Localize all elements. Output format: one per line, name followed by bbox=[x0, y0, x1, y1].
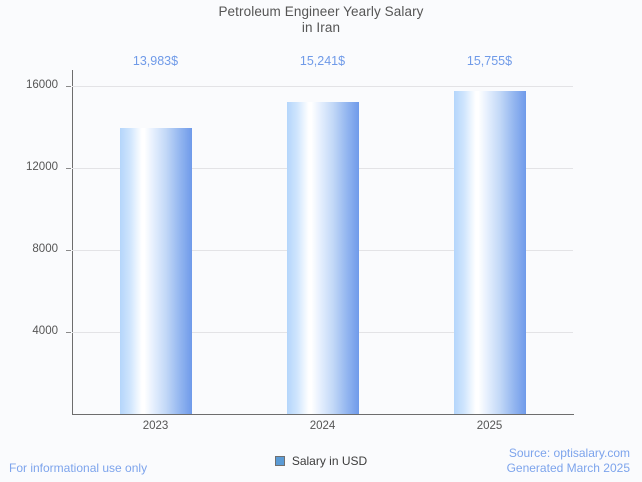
chart-title-line-2: in Iran bbox=[301, 20, 341, 35]
legend-item-label: Salary in USD bbox=[291, 454, 368, 468]
bar[interactable] bbox=[119, 127, 192, 414]
generated-text: Generated March 2025 bbox=[506, 461, 630, 475]
y-axis-tick bbox=[66, 86, 71, 88]
plot-area bbox=[66, 70, 573, 414]
y-axis-tick-label: 8000 bbox=[32, 243, 58, 256]
bar[interactable] bbox=[286, 101, 359, 414]
x-axis-tick-label: 2024 bbox=[309, 420, 336, 432]
bar-value-label: 15,755$ bbox=[466, 54, 513, 68]
x-axis-line bbox=[72, 414, 574, 415]
y-axis-tick-label: 12000 bbox=[26, 161, 58, 174]
x-axis-tick-label: 2025 bbox=[476, 420, 503, 432]
bar[interactable] bbox=[453, 91, 526, 414]
bar-value-label: 15,241$ bbox=[299, 54, 346, 68]
y-axis-tick bbox=[66, 250, 71, 252]
y-axis-tick bbox=[66, 168, 71, 170]
y-axis-tick-label: 4000 bbox=[32, 325, 58, 338]
chart-title: Petroleum Engineer Yearly Salary in Iran bbox=[0, 4, 642, 36]
disclaimer-text: For informational use only bbox=[9, 461, 148, 475]
y-axis-tick-label: 16000 bbox=[26, 79, 58, 92]
chart-title-line-1: Petroleum Engineer Yearly Salary bbox=[218, 4, 424, 19]
y-axis-tick bbox=[66, 332, 71, 334]
source-block: Source: optisalary.com Generated March 2… bbox=[507, 446, 630, 476]
bar-value-label: 13,983$ bbox=[132, 54, 179, 68]
y-axis-line bbox=[72, 70, 73, 415]
gridline bbox=[72, 86, 573, 88]
legend-swatch-icon bbox=[274, 456, 285, 466]
chart-legend: Salary in USD bbox=[0, 454, 642, 468]
source-text: Source: optisalary.com bbox=[508, 446, 630, 460]
x-axis-tick-label: 2023 bbox=[142, 420, 169, 432]
